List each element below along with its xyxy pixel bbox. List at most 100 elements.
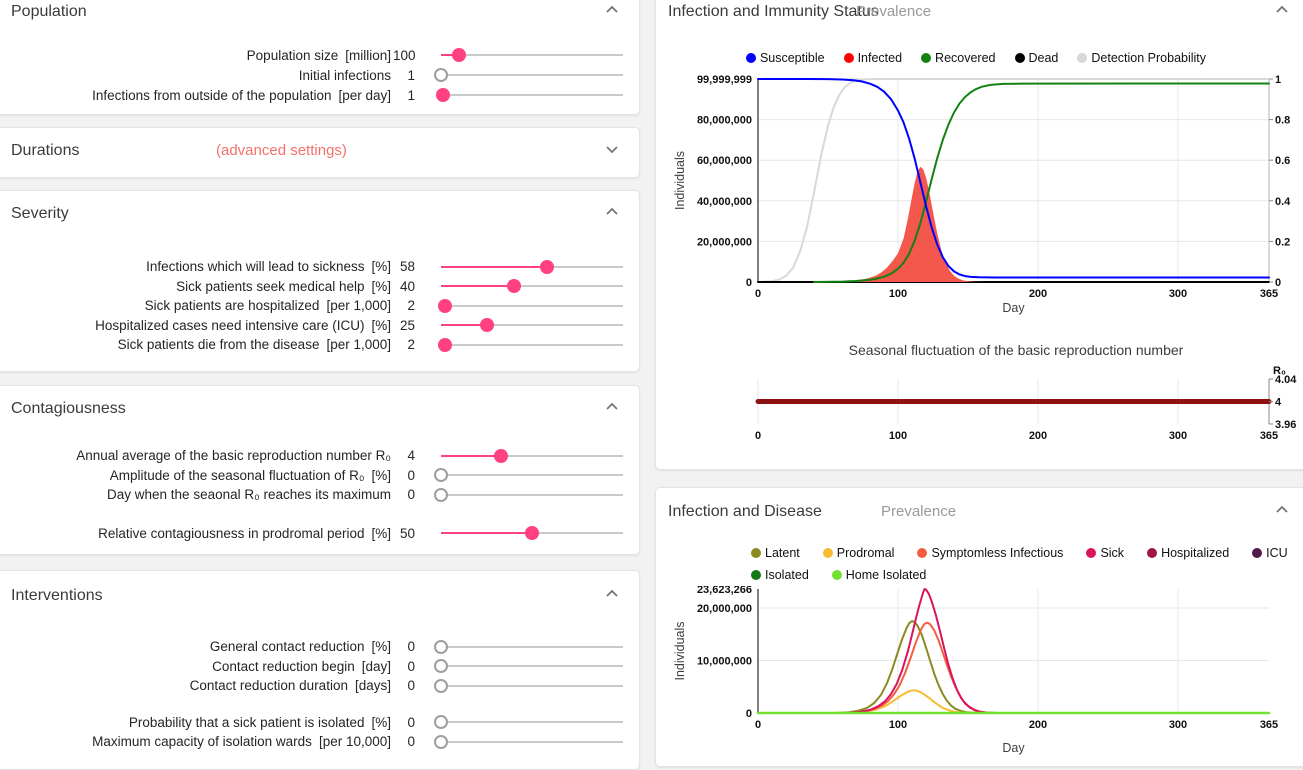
panel-interventions-header: Interventions: [0, 571, 639, 609]
slider-value: 0: [407, 714, 415, 730]
legend-item-icu[interactable]: ICU: [1252, 546, 1288, 560]
slider-thumb[interactable]: [434, 68, 448, 82]
slider-row-contact-reduction: General contact reduction [%] 0: [11, 637, 639, 657]
slider-row-r0: Annual average of the basic reproduction…: [11, 446, 639, 466]
seasonal-chart-title: Seasonal fluctuation of the basic reprod…: [848, 342, 1184, 358]
contact-reduction-slider[interactable]: [434, 639, 623, 654]
legend-item-prodromal[interactable]: Prodromal: [822, 546, 894, 560]
slider-thumb[interactable]: [506, 279, 521, 294]
death-rate-slider[interactable]: [437, 337, 623, 352]
svg-text:200: 200: [1029, 719, 1047, 731]
legend-item-detection-probability[interactable]: Detection Probability: [1077, 51, 1206, 65]
svg-text:300: 300: [1169, 719, 1187, 731]
chevron-up-icon[interactable]: [604, 2, 620, 18]
chevron-up-icon[interactable]: [1274, 502, 1290, 518]
svg-text:23,623,266: 23,623,266: [697, 586, 752, 596]
slider-value: 2: [407, 337, 415, 353]
svg-text:0.8: 0.8: [1275, 115, 1290, 127]
chevron-up-icon[interactable]: [604, 204, 620, 220]
slider-row-outside-infections: Infections from outside of the populatio…: [11, 85, 639, 105]
slider-thumb[interactable]: [434, 659, 448, 674]
chevron-up-icon[interactable]: [1274, 2, 1290, 18]
legend-item-infected[interactable]: Infected: [843, 51, 902, 65]
slider-thumb[interactable]: [525, 526, 539, 541]
slider-value: 0: [407, 678, 415, 694]
slider-thumb[interactable]: [434, 715, 448, 730]
advanced-settings-link[interactable]: (advanced settings): [216, 142, 347, 159]
population-size-slider[interactable]: [441, 48, 623, 62]
slider-row-sickness: Infections which will lead to sickness [%…: [11, 257, 639, 277]
contact-reduction-begin-slider[interactable]: [434, 659, 623, 674]
slider-thumb[interactable]: [437, 337, 452, 352]
svg-text:Individuals: Individuals: [673, 621, 687, 680]
slider-row-contact-reduction-duration: Contact reduction duration [days] 0: [11, 676, 639, 696]
slider-value: 40: [399, 278, 415, 294]
slider-thumb[interactable]: [434, 487, 448, 502]
svg-text:0: 0: [755, 719, 761, 731]
slider-thumb[interactable]: [434, 734, 448, 749]
svg-text:99,999,999: 99,999,999: [697, 74, 752, 86]
slider-thumb[interactable]: [434, 468, 448, 483]
initial-infections-slider[interactable]: [434, 68, 623, 82]
svg-text:365: 365: [1260, 719, 1278, 731]
svg-text:300: 300: [1169, 288, 1187, 300]
legend-dot: [921, 53, 932, 63]
svg-text:Day: Day: [1002, 301, 1025, 315]
isolation-capacity-slider[interactable]: [434, 734, 623, 749]
slider-row-r0-max-day: Day when the seaonal R₀ reaches its maxi…: [11, 485, 639, 505]
legend-item-symptomless-infectious[interactable]: Symptomless Infectious: [917, 546, 1063, 560]
legend-item-susceptible[interactable]: Susceptible: [745, 51, 825, 65]
legend-item-latent[interactable]: Latent: [751, 546, 800, 560]
chevron-down-icon[interactable]: [604, 141, 620, 157]
prodromal-contagiousness-slider[interactable]: [441, 526, 623, 541]
slider-thumb[interactable]: [434, 678, 448, 693]
sickness-rate-slider[interactable]: [441, 259, 623, 274]
legend-dot: [822, 548, 833, 558]
slider-row-population-size: Population size [million] 100: [11, 45, 639, 65]
legend-item-dead[interactable]: Dead: [1014, 51, 1058, 65]
svg-text:20,000,000: 20,000,000: [697, 603, 752, 615]
chevron-up-icon[interactable]: [604, 586, 620, 602]
legend-item-recovered[interactable]: Recovered: [921, 51, 996, 65]
immunity-chart-legend: Susceptible Infected Recovered Dead Dete…: [656, 51, 1296, 65]
r0-average-slider[interactable]: [441, 448, 623, 463]
hospitalized-rate-slider[interactable]: [437, 298, 623, 313]
contact-reduction-duration-slider[interactable]: [434, 678, 623, 693]
slider-thumb[interactable]: [479, 318, 494, 333]
r0-max-day-slider[interactable]: [434, 487, 623, 502]
legend-item-hospitalized[interactable]: Hospitalized: [1147, 546, 1229, 560]
icu-rate-slider[interactable]: [441, 318, 623, 333]
legend-item-home-isolated[interactable]: Home Isolated: [831, 568, 926, 582]
svg-text:40,000,000: 40,000,000: [697, 196, 752, 208]
slider-thumb[interactable]: [434, 639, 448, 654]
panel-severity-header: Severity: [0, 191, 639, 227]
svg-text:1: 1: [1275, 74, 1281, 86]
slider-row-icu: Hospitalized cases need intensive care (…: [11, 316, 639, 336]
panel-population-header: Population: [0, 0, 639, 25]
isolation-probability-slider[interactable]: [434, 715, 623, 730]
legend-dot: [1147, 548, 1158, 558]
slider-row-isolation-capacity: Maximum capacity of isolation wards [per …: [11, 732, 639, 752]
slider-value: 0: [407, 658, 415, 674]
legend-item-isolated[interactable]: Isolated: [751, 568, 809, 582]
slider-thumb[interactable]: [435, 88, 450, 102]
svg-text:365: 365: [1260, 288, 1278, 300]
slider-thumb[interactable]: [539, 259, 554, 274]
panel-infection-disease: Infection and Disease Prevalence Latent …: [655, 487, 1303, 767]
slider-thumb[interactable]: [494, 448, 509, 463]
legend-dot: [1077, 53, 1088, 63]
chevron-up-icon[interactable]: [604, 399, 620, 415]
svg-text:0.2: 0.2: [1275, 236, 1290, 248]
slider-thumb[interactable]: [437, 298, 452, 313]
svg-text:365: 365: [1260, 430, 1278, 442]
prevalence-subtitle: Prevalence: [881, 503, 957, 520]
disease-chart-legend: Latent Prodromal Symptomless Infectious …: [751, 542, 1288, 586]
outside-infections-slider[interactable]: [435, 88, 623, 102]
slider-thumb[interactable]: [452, 48, 467, 62]
svg-text:20,000,000: 20,000,000: [697, 236, 752, 248]
svg-text:80,000,000: 80,000,000: [697, 115, 752, 127]
r0-amplitude-slider[interactable]: [434, 468, 623, 483]
legend-item-sick[interactable]: Sick: [1086, 546, 1124, 560]
medical-help-slider[interactable]: [441, 279, 623, 294]
slider-value: 58: [399, 259, 415, 275]
